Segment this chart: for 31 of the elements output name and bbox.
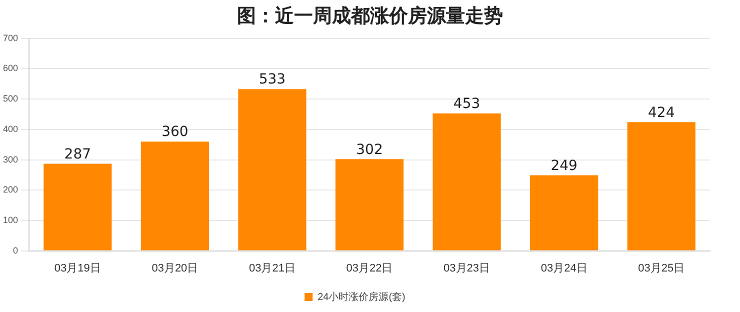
data-label: 453: [453, 96, 480, 112]
data-label: 360: [162, 124, 188, 140]
data-label: 287: [64, 146, 92, 162]
y-tick-label: 200: [2, 184, 18, 195]
y-tick-label: 300: [2, 154, 18, 164]
bar: [140, 142, 209, 250]
y-tick-label: 500: [2, 94, 18, 104]
bar: [335, 159, 404, 250]
x-tick-label: 03月20日: [152, 262, 198, 274]
x-tick-label: 03月24日: [540, 262, 588, 274]
data-label: 533: [258, 72, 286, 88]
bar: [238, 89, 306, 250]
legend-label: 24小时涨价房源(套): [318, 290, 406, 303]
data-label: 424: [648, 104, 675, 121]
y-tick-label: 400: [2, 124, 18, 134]
x-tick-label: 03月19日: [54, 262, 101, 274]
x-tick-label: 03月22日: [346, 262, 393, 274]
bar: [530, 175, 598, 250]
y-tick-label: 600: [2, 63, 18, 74]
bar: [627, 122, 696, 250]
data-label: 249: [550, 158, 578, 174]
y-tick-label: 700: [2, 32, 18, 43]
x-tick-label: 03月25日: [638, 262, 685, 274]
y-tick-label: 100: [2, 214, 18, 225]
x-tick-label: 03月21日: [248, 262, 296, 274]
bar: [432, 113, 501, 250]
y-tick-label: 0: [13, 245, 18, 256]
x-tick-label: 03月23日: [444, 262, 490, 274]
chart-title: 图：近一周成都涨价房源量走势: [236, 4, 504, 29]
data-label: 302: [356, 142, 383, 158]
bar: [44, 164, 112, 250]
